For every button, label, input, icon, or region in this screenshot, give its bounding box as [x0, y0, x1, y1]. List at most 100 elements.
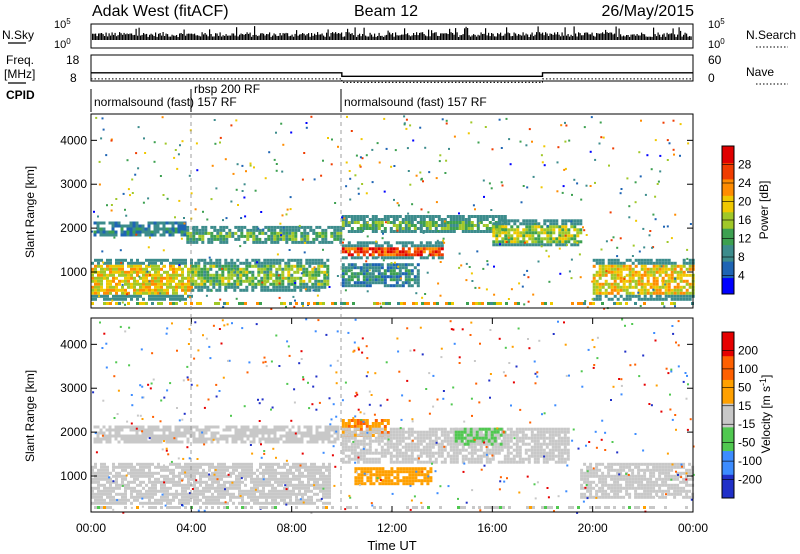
data-cell: [374, 457, 378, 461]
data-cell: [94, 492, 97, 496]
data-speck: [254, 189, 257, 192]
data-cell: [106, 258, 109, 262]
data-cell: [413, 278, 417, 282]
data-cell: [404, 442, 408, 446]
data-cell: [476, 215, 480, 218]
nsky-bar: [606, 32, 608, 40]
data-cell: [521, 427, 525, 431]
nsky-bar: [98, 33, 100, 40]
data-cell: [154, 486, 157, 490]
data-speck: [393, 198, 395, 201]
data-cell: [389, 439, 393, 443]
data-cell: [411, 482, 415, 486]
data-cell: [200, 258, 204, 262]
data-cell: [506, 442, 510, 446]
data-cell: [267, 237, 271, 241]
data-cell: [410, 253, 414, 257]
data-cell: [97, 258, 100, 262]
data-cell: [177, 221, 181, 225]
data-cell: [326, 279, 330, 283]
data-cell: [371, 247, 375, 251]
data-cell: [204, 228, 208, 232]
data-cell: [294, 228, 298, 232]
data-cell: [395, 275, 399, 279]
data-speck: [224, 288, 227, 291]
data-speck: [146, 270, 149, 273]
data-speck: [280, 122, 283, 125]
data-cell: [392, 275, 396, 279]
data-speck: [419, 126, 422, 129]
data-speck: [215, 187, 218, 190]
data-cell: [222, 434, 226, 438]
colorbar-tick-label: 28: [738, 158, 752, 172]
data-cell: [416, 448, 420, 452]
data-cell: [130, 276, 133, 280]
data-cell: [607, 285, 611, 289]
nsky-bar: [672, 28, 674, 40]
data-cell: [133, 498, 136, 502]
data-cell: [368, 218, 372, 221]
data-cell: [478, 439, 482, 443]
data-cell: [404, 430, 408, 434]
data-cell: [197, 285, 201, 289]
data-cell: [392, 250, 396, 254]
data-cell: [530, 436, 534, 440]
data-cell: [449, 448, 453, 452]
nsky-bar: [677, 34, 679, 40]
nsearch-tick-bottom: 100: [708, 37, 725, 51]
data-cell: [376, 302, 379, 305]
data-cell: [539, 436, 543, 440]
data-cell: [363, 470, 367, 474]
data-cell: [112, 465, 115, 469]
data-cell: [368, 448, 372, 452]
data-cell: [488, 436, 492, 440]
data-cell: [434, 451, 438, 455]
data-cell: [524, 451, 528, 455]
data-speck: [505, 241, 508, 243]
data-cell: [154, 273, 157, 277]
data-speck: [290, 131, 293, 134]
data-cell: [524, 457, 528, 461]
data-cell: [419, 448, 423, 452]
data-cell: [302, 267, 306, 271]
data-cell: [396, 482, 400, 486]
data-cell: [510, 237, 514, 241]
data-cell: [365, 457, 369, 461]
data-cell: [251, 258, 255, 262]
data-cell: [452, 215, 456, 218]
nsky-bar: [512, 36, 514, 40]
data-cell: [177, 428, 181, 432]
data-cell: [401, 454, 405, 458]
nsky-bar: [275, 34, 277, 40]
data-cell: [141, 230, 145, 234]
data-cell: [377, 218, 381, 221]
data-cell: [267, 225, 271, 229]
data-cell: [192, 440, 196, 444]
data-cell: [356, 281, 360, 285]
data-cell: [431, 244, 435, 248]
nsky-bar: [155, 32, 157, 40]
data-cell: [147, 431, 151, 435]
data-cell: [187, 279, 190, 283]
colorbar-tick-label: 8: [738, 250, 745, 264]
data-speck: [546, 224, 549, 227]
data-cell: [118, 501, 121, 505]
data-cell: [478, 433, 482, 437]
data-speck: [282, 226, 285, 229]
data-cell: [503, 215, 507, 218]
data-cell: [288, 231, 292, 235]
data-cell: [115, 465, 118, 469]
data-cell: [344, 433, 348, 437]
nsky-bar: [255, 34, 257, 40]
data-cell: [365, 422, 369, 425]
data-cell: [142, 270, 145, 274]
data-cell: [154, 288, 157, 292]
data-cell: [393, 476, 397, 480]
data-cell: [311, 285, 315, 289]
data-speck: [532, 293, 535, 296]
data-speck: [119, 249, 122, 252]
data-cell: [431, 256, 435, 260]
data-cell: [233, 288, 237, 292]
data-cell: [347, 244, 351, 248]
data-cell: [646, 273, 650, 277]
